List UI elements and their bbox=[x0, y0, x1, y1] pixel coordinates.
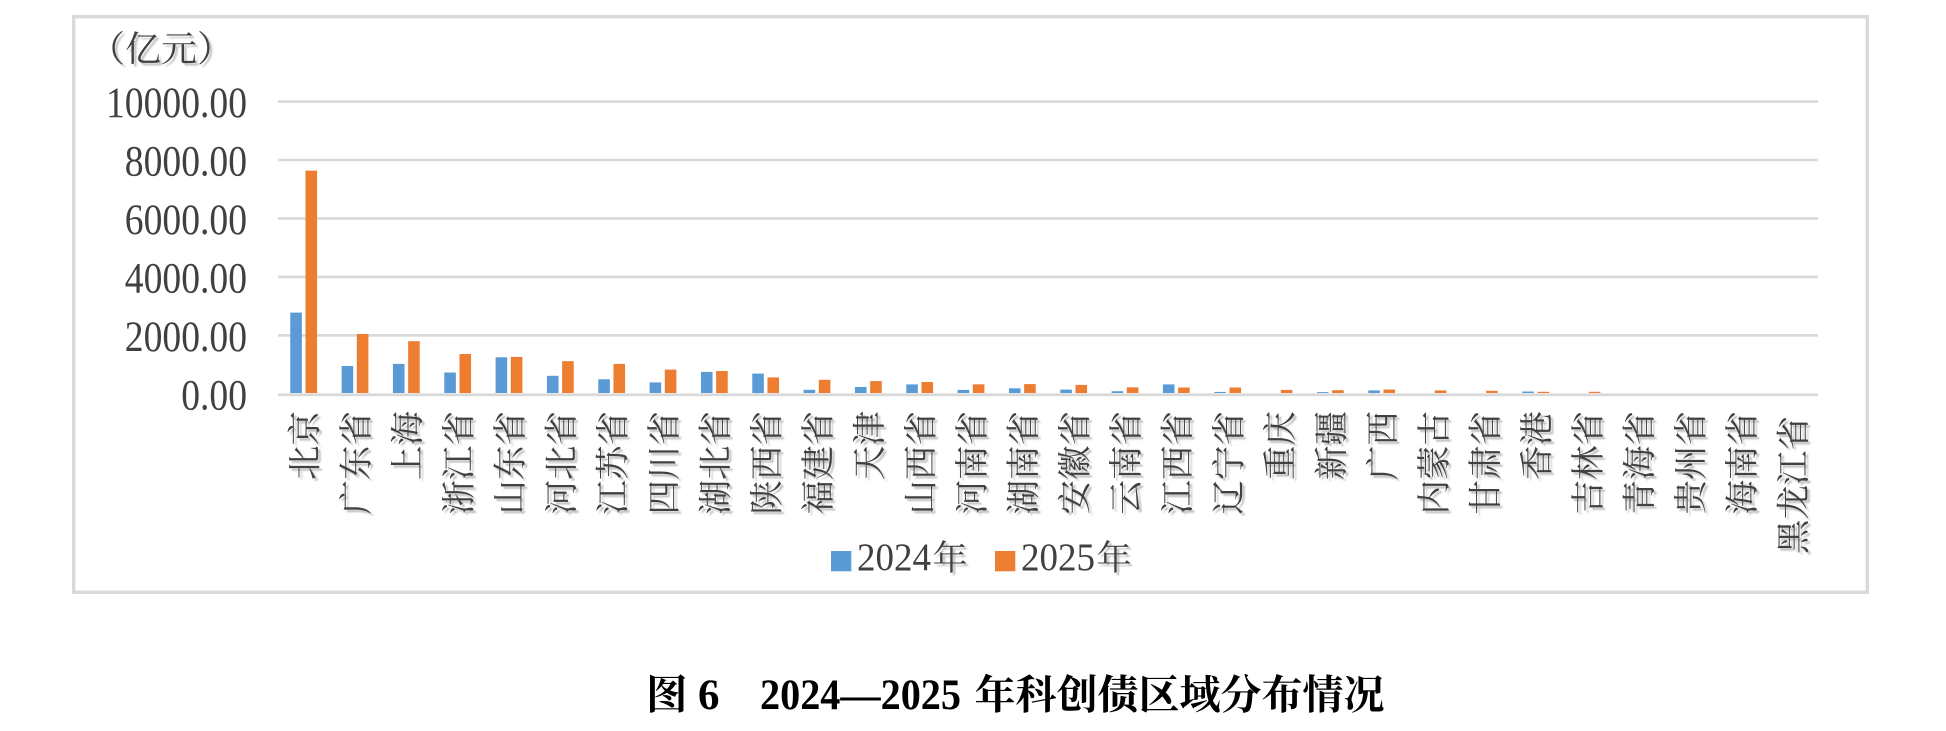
svg-text:10000.00: 10000.00 bbox=[106, 80, 247, 127]
svg-text:2024—2025: 2024—2025 bbox=[760, 672, 961, 719]
svg-text:8000.00: 8000.00 bbox=[125, 139, 247, 186]
svg-text:2025: 2025 bbox=[1021, 536, 1095, 579]
svg-text:6000.00: 6000.00 bbox=[125, 197, 247, 244]
svg-text:2000.00: 2000.00 bbox=[125, 314, 247, 361]
svg-text:6: 6 bbox=[698, 672, 720, 719]
svg-text:0.00: 0.00 bbox=[181, 372, 247, 419]
svg-text:2024: 2024 bbox=[857, 536, 931, 579]
svg-text:4000.00: 4000.00 bbox=[125, 255, 247, 302]
